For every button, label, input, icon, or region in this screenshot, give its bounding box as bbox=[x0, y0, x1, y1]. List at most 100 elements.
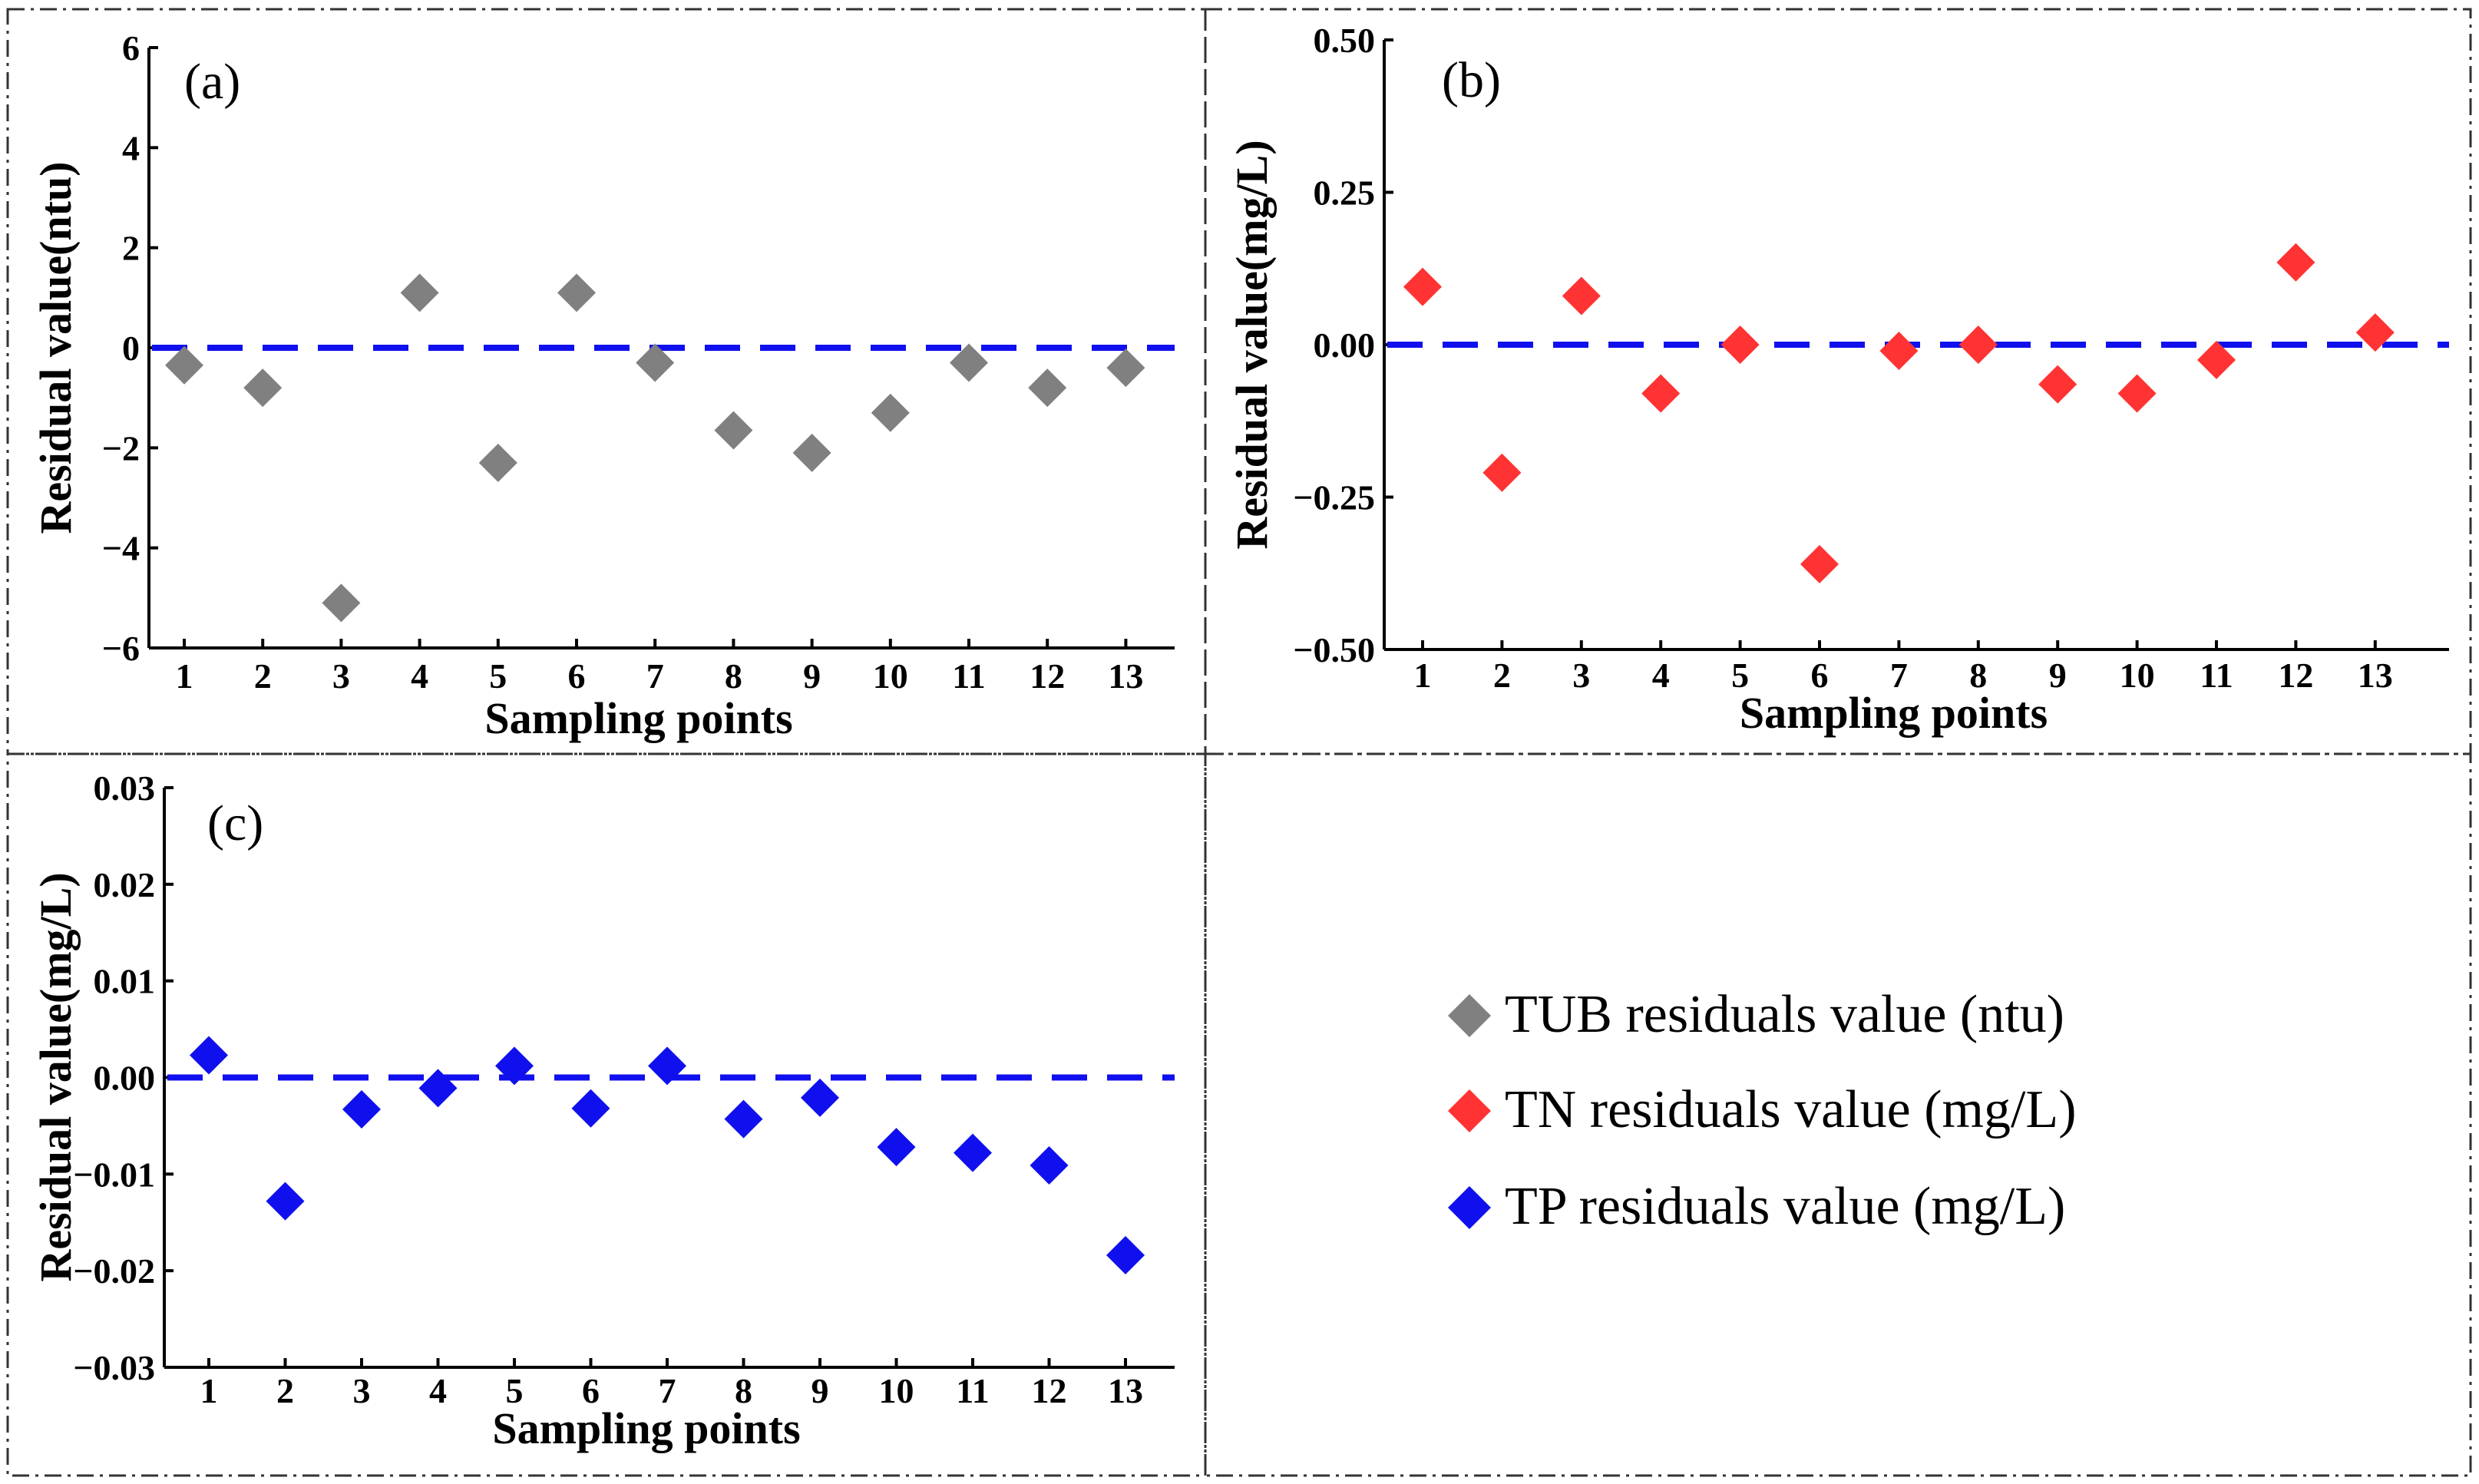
legend-marker-tub bbox=[1448, 994, 1491, 1037]
panel-b-label: (b) bbox=[1442, 52, 1501, 108]
panel-c-x-tick-label: 3 bbox=[353, 1371, 371, 1410]
panel-a-x-tick-label: 6 bbox=[568, 656, 586, 696]
panel-b-chart: −0.50−0.250.000.250.501 2 3 4 5 6 7 8 9 10 11 12 13(… bbox=[1227, 21, 2449, 738]
panel-c-x-tick-label: 11 bbox=[956, 1371, 989, 1410]
legend-marker-tn bbox=[1448, 1089, 1491, 1132]
panel-a-x-tick-label: 10 bbox=[873, 656, 908, 696]
panel-a-x-tick-label: 11 bbox=[952, 656, 985, 696]
panel-a-y-axis-title: Residual value(ntu) bbox=[31, 161, 81, 534]
panel-c-x-tick-label: 2 bbox=[276, 1371, 294, 1410]
panel-c-data-point bbox=[1106, 1236, 1145, 1275]
panel-b-y-axis-title: Residual value(mg/L) bbox=[1227, 140, 1277, 549]
panel-a-data-point bbox=[243, 369, 283, 408]
panel-b-x-tick-label: 13 bbox=[2358, 656, 2393, 695]
panel-a-data-point bbox=[1028, 369, 1067, 408]
panel-a-y-tick-label: −2 bbox=[102, 428, 140, 468]
panel-b-y-tick-label: −0.25 bbox=[1293, 478, 1375, 517]
panel-c-y-tick-label: −0.03 bbox=[73, 1348, 155, 1387]
panel-b-x-tick-label: 4 bbox=[1652, 656, 1670, 695]
panel-c-data-point bbox=[877, 1128, 916, 1167]
legend-marker-tp bbox=[1448, 1186, 1491, 1229]
panel-c-data-point bbox=[266, 1182, 305, 1221]
panel-b-data-point bbox=[1958, 326, 1998, 364]
panel-a-data-point bbox=[400, 273, 439, 312]
panel-b-data-point bbox=[1800, 544, 1839, 583]
panel-a-data-point bbox=[636, 343, 675, 382]
panel-a-y-tick-label: −6 bbox=[102, 629, 140, 668]
panel-c-x-tick-label: 13 bbox=[1108, 1371, 1143, 1410]
panel-c-y-tick-label: 0.02 bbox=[94, 865, 156, 904]
panel-b-frame bbox=[1204, 8, 2472, 755]
panel-b-x-tick-label: 8 bbox=[1969, 656, 1987, 695]
panel-b-x-tick-label: 1 bbox=[1414, 656, 1432, 695]
panel-a-y-tick-label: 2 bbox=[122, 229, 140, 268]
panel-a-data-point bbox=[557, 273, 596, 312]
panel-c-data-point bbox=[495, 1046, 534, 1086]
panel-a-data-point bbox=[714, 411, 753, 450]
legend-item-tp: TP residuals value (mg/L) bbox=[1448, 1177, 2065, 1236]
panel-c-x-tick-label: 7 bbox=[659, 1371, 676, 1410]
panel-c-data-point bbox=[954, 1133, 992, 1172]
panel-b-data-point bbox=[2038, 365, 2077, 404]
panel-a-data-point bbox=[1106, 349, 1145, 388]
panel-b-x-tick-label: 2 bbox=[1493, 656, 1511, 695]
panel-a-x-axis-title: Sampling points bbox=[484, 693, 792, 743]
panel-a-x-tick-label: 4 bbox=[411, 656, 428, 696]
panel-b-data-point bbox=[1403, 267, 1442, 306]
panel-a-x-tick-label: 9 bbox=[803, 656, 821, 696]
panel-c-x-tick-label: 4 bbox=[429, 1371, 447, 1410]
panel-b-x-tick-label: 5 bbox=[1731, 656, 1749, 695]
panel-b-data-point bbox=[2197, 340, 2236, 379]
panel-a-data-point bbox=[478, 443, 517, 482]
panel-c-y-tick-label: −0.01 bbox=[73, 1155, 155, 1194]
panel-b-y-tick-label: 0.00 bbox=[1314, 326, 1376, 365]
panel-a-x-tick-label: 13 bbox=[1108, 656, 1143, 696]
panel-c-data-point bbox=[1030, 1146, 1069, 1185]
panel-b-y-tick-label: 0.50 bbox=[1314, 21, 1376, 60]
panel-a-data-point bbox=[950, 343, 988, 382]
panel-b-x-tick-label: 6 bbox=[1811, 656, 1829, 695]
panel-b-y-tick-label: −0.50 bbox=[1293, 630, 1375, 669]
panel-c-x-tick-label: 12 bbox=[1032, 1371, 1067, 1410]
panel-b-data-point bbox=[1562, 276, 1601, 316]
panel-c-x-tick-label: 9 bbox=[811, 1371, 829, 1410]
panel-a-frame bbox=[6, 8, 1207, 755]
panel-a-data-point bbox=[165, 345, 203, 385]
panel-c-chart: −0.03−0.02−0.010.000.010.020.031 2 3 4 5 6 7 8 9… bbox=[31, 768, 1175, 1453]
panel-b-data-point bbox=[2117, 374, 2157, 413]
panel-b-x-tick-label: 11 bbox=[2200, 656, 2233, 695]
panel-b-data-point bbox=[2276, 243, 2315, 282]
panel-c-data-point bbox=[418, 1069, 458, 1108]
panel-c-x-tick-label: 5 bbox=[506, 1371, 524, 1410]
panel-c-y-axis-title: Residual value(mg/L) bbox=[31, 872, 81, 1281]
panel-a-label: (a) bbox=[184, 54, 240, 110]
panel-a-data-point bbox=[322, 583, 361, 623]
panel-c-x-tick-label: 6 bbox=[582, 1371, 600, 1410]
legend: TUB residuals value (ntu) TN residuals v… bbox=[1448, 985, 2077, 1236]
panel-c-y-tick-label: 0.01 bbox=[94, 962, 156, 1001]
legend-item-tn: TN residuals value (mg/L) bbox=[1448, 1080, 2077, 1139]
panel-a-y-tick-label: 4 bbox=[122, 128, 140, 167]
panel-a-data-point bbox=[792, 433, 831, 472]
panel-a-x-tick-label: 5 bbox=[489, 656, 507, 696]
legend-label-tp: TP residuals value (mg/L) bbox=[1505, 1177, 2065, 1236]
panel-c-y-tick-label: 0.00 bbox=[94, 1059, 156, 1098]
panel-c-data-point bbox=[571, 1089, 610, 1128]
panel-c-x-tick-label: 1 bbox=[200, 1371, 218, 1410]
panel-a-y-tick-label: 6 bbox=[122, 28, 140, 68]
legend-label-tub: TUB residuals value (ntu) bbox=[1505, 985, 2064, 1044]
panel-b-y-tick-label: 0.25 bbox=[1314, 174, 1376, 213]
panel-c-data-point bbox=[342, 1090, 381, 1129]
panel-c-data-point bbox=[648, 1046, 686, 1086]
panel-b-x-tick-label: 7 bbox=[1890, 656, 1908, 695]
panel-c-x-tick-label: 10 bbox=[879, 1371, 914, 1410]
panel-a-x-tick-label: 3 bbox=[332, 656, 350, 696]
panel-a-x-tick-label: 2 bbox=[254, 656, 272, 696]
legend-item-tub: TUB residuals value (ntu) bbox=[1448, 985, 2064, 1044]
panel-a-x-tick-label: 12 bbox=[1030, 656, 1065, 696]
legend-frame bbox=[1204, 752, 2472, 1477]
panel-b-data-point bbox=[1641, 374, 1681, 413]
panel-a-x-tick-label: 1 bbox=[176, 656, 193, 696]
